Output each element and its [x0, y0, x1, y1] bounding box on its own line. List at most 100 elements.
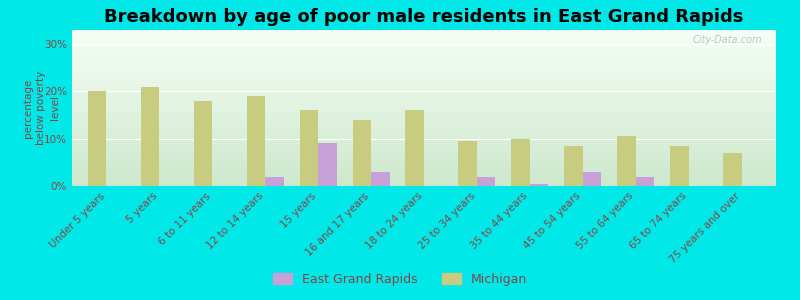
Bar — [72, 57, 776, 58]
Bar — [72, 164, 776, 165]
Bar — [72, 153, 776, 154]
Bar — [72, 30, 776, 31]
Bar — [72, 93, 776, 94]
Bar — [72, 172, 776, 173]
Bar — [353, 120, 371, 186]
Bar — [72, 134, 776, 135]
Bar — [88, 92, 106, 186]
Bar — [72, 154, 776, 155]
Bar — [72, 60, 776, 61]
Bar — [72, 124, 776, 125]
Bar — [72, 71, 776, 72]
Bar — [72, 168, 776, 169]
Bar — [72, 98, 776, 99]
Bar — [72, 74, 776, 75]
Bar — [72, 127, 776, 128]
Bar — [72, 165, 776, 166]
Bar — [72, 95, 776, 96]
Bar — [246, 96, 266, 186]
Bar — [72, 108, 776, 109]
Bar — [72, 85, 776, 86]
Bar — [72, 148, 776, 149]
Bar — [72, 94, 776, 95]
Bar — [72, 167, 776, 168]
Bar — [72, 56, 776, 57]
Text: City-Data.com: City-Data.com — [692, 35, 762, 45]
Bar — [72, 157, 776, 158]
Y-axis label: percentage
below poverty
level: percentage below poverty level — [23, 71, 59, 145]
Bar — [72, 185, 776, 186]
Bar — [72, 54, 776, 55]
Bar — [72, 53, 776, 54]
Bar — [72, 136, 776, 137]
Bar — [670, 146, 689, 186]
Title: Breakdown by age of poor male residents in East Grand Rapids: Breakdown by age of poor male residents … — [104, 8, 744, 26]
Bar — [72, 85, 776, 86]
Bar — [72, 135, 776, 136]
Bar — [72, 66, 776, 67]
Bar — [72, 178, 776, 179]
Bar — [72, 179, 776, 180]
Bar — [72, 159, 776, 160]
Bar — [72, 67, 776, 68]
Bar — [72, 46, 776, 47]
Bar — [72, 88, 776, 89]
Bar — [72, 177, 776, 178]
Bar — [72, 76, 776, 77]
Bar — [72, 100, 776, 101]
Bar — [72, 155, 776, 156]
Bar — [72, 69, 776, 70]
Bar — [72, 171, 776, 172]
Bar — [72, 156, 776, 157]
Bar — [582, 172, 602, 186]
Bar — [72, 122, 776, 123]
Bar — [72, 180, 776, 181]
Bar — [72, 149, 776, 150]
Bar — [72, 63, 776, 64]
Bar — [72, 87, 776, 88]
Bar — [72, 92, 776, 93]
Bar — [72, 103, 776, 104]
Bar — [72, 61, 776, 62]
Bar — [72, 34, 776, 35]
Bar — [72, 90, 776, 91]
Bar — [72, 50, 776, 51]
Bar — [72, 70, 776, 71]
Bar — [72, 47, 776, 48]
Bar — [72, 106, 776, 107]
Bar — [72, 48, 776, 49]
Bar — [72, 111, 776, 112]
Bar — [72, 68, 776, 69]
Bar — [72, 65, 776, 66]
Bar — [72, 145, 776, 146]
Bar — [72, 126, 776, 127]
Bar — [564, 146, 582, 186]
Bar — [72, 32, 776, 33]
Bar — [72, 121, 776, 122]
Bar — [72, 129, 776, 130]
Bar — [72, 62, 776, 63]
Bar — [72, 139, 776, 140]
Bar — [72, 110, 776, 111]
Legend: East Grand Rapids, Michigan: East Grand Rapids, Michigan — [268, 268, 532, 291]
Bar — [636, 176, 654, 186]
Bar — [72, 158, 776, 159]
Bar — [72, 31, 776, 32]
Bar — [72, 77, 776, 78]
Bar — [72, 99, 776, 100]
Bar — [72, 166, 776, 167]
Bar — [266, 176, 284, 186]
Bar — [72, 45, 776, 46]
Bar — [72, 137, 776, 138]
Bar — [300, 110, 318, 186]
Bar — [530, 184, 548, 186]
Bar — [72, 130, 776, 131]
Bar — [318, 143, 337, 186]
Bar — [72, 142, 776, 143]
Bar — [72, 102, 776, 103]
Bar — [72, 116, 776, 117]
Bar — [72, 120, 776, 121]
Bar — [72, 107, 776, 108]
Bar — [72, 104, 776, 105]
Bar — [477, 176, 495, 186]
